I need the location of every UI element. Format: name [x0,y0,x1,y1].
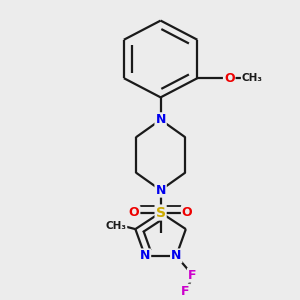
Text: O: O [224,72,235,85]
Text: N: N [155,113,166,126]
Text: N: N [171,249,181,262]
Text: F: F [188,268,197,282]
Text: N: N [140,249,150,262]
Text: F: F [181,285,189,298]
Text: O: O [182,206,193,219]
Text: N: N [155,184,166,196]
Text: S: S [156,206,166,220]
Text: CH₃: CH₃ [242,73,263,83]
Text: O: O [129,206,140,219]
Text: CH₃: CH₃ [105,221,126,231]
